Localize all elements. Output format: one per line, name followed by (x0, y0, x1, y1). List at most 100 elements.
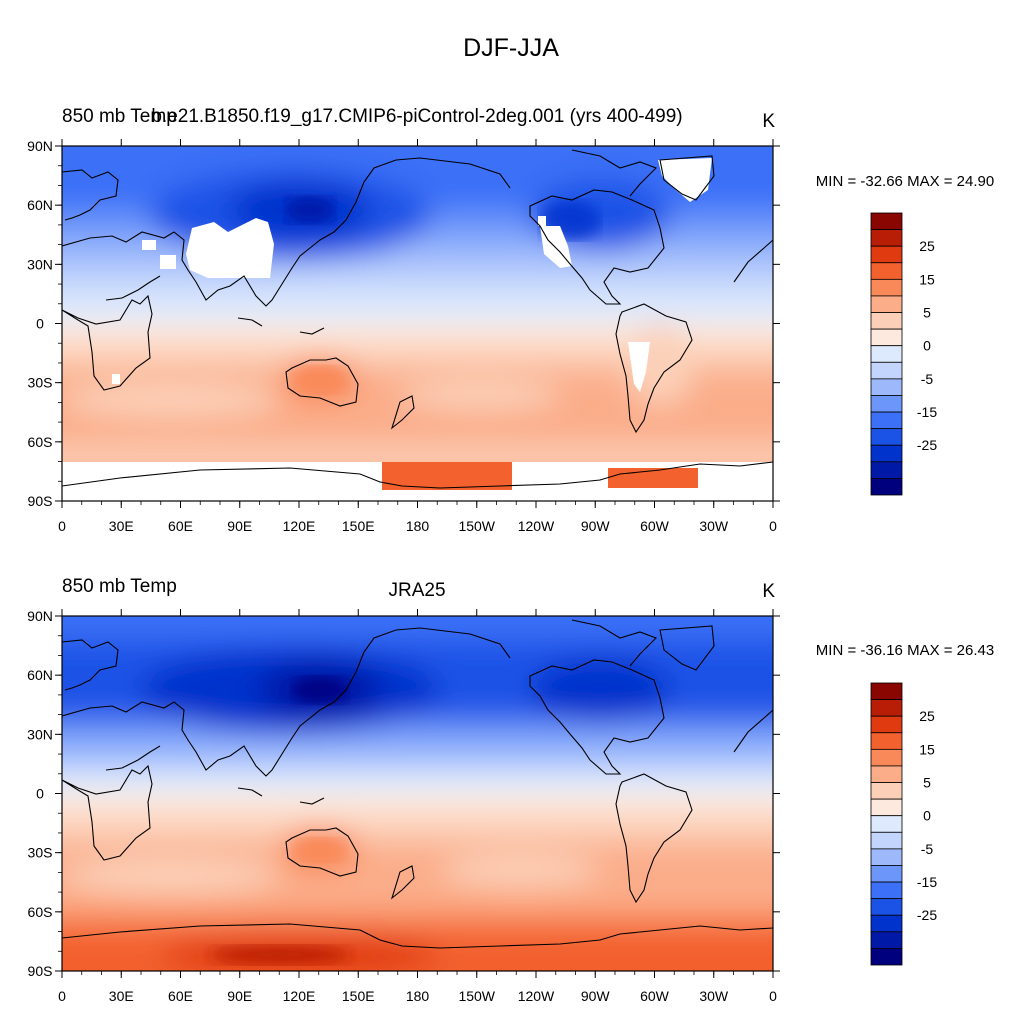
colorbar-swatch (870, 312, 903, 330)
y-tick-label: 60N (27, 667, 53, 683)
temperature-field (62, 146, 773, 501)
panel-minmax: MIN = -36.16 MAX = 26.43 (816, 642, 994, 659)
x-tick-label: 90E (227, 988, 252, 1004)
colorbar-swatch (870, 765, 903, 783)
colorbar-swatch (870, 914, 903, 933)
x-tick-label: 150E (342, 518, 375, 534)
colorbar-swatch (870, 881, 903, 900)
colorbar-swatch (870, 212, 903, 230)
colorbar-swatch (870, 295, 903, 313)
y-axis-ticks: 90N 60N 30N 0 30S 60S 90S (27, 608, 780, 979)
colorbar: 25 15 5 0 -5 -15 -25 (870, 212, 937, 496)
x-tick-label: 30W (699, 988, 729, 1004)
panel-case-title: JRA25 (388, 580, 445, 601)
colorbar-label: -5 (921, 371, 934, 387)
panel-minmax: MIN = -32.66 MAX = 24.90 (816, 173, 994, 190)
x-tick-label: 120W (518, 518, 555, 534)
colorbar-swatch (870, 444, 903, 463)
x-tick-label: 180 (406, 988, 430, 1004)
panel-units: K (762, 111, 775, 132)
colorbar-swatch (870, 461, 903, 479)
colorbar-swatch (870, 361, 903, 380)
colorbar-swatch (870, 682, 903, 700)
colorbar-swatch (870, 848, 903, 866)
colorbar-label: -25 (917, 437, 937, 453)
colorbar-label: 0 (923, 338, 931, 354)
panel-units: K (762, 581, 775, 602)
colorbar-swatch (870, 715, 903, 734)
panel-model: 850 mb Temp b.e21.B1850.f19_g17.CMIP6-pi… (27, 106, 994, 534)
x-tick-label: 30E (109, 518, 134, 534)
x-tick-label: 90W (581, 988, 611, 1004)
colorbar-label: -15 (917, 874, 937, 890)
x-tick-label: 90E (227, 518, 252, 534)
y-tick-label: 90N (27, 138, 53, 154)
x-tick-label: 0 (769, 518, 777, 534)
y-tick-label: 30S (28, 845, 53, 861)
x-tick-label: 120W (518, 988, 555, 1004)
y-tick-label: 90S (28, 963, 53, 979)
colorbar-swatch (870, 815, 903, 833)
figure-title: DJF-JJA (463, 34, 559, 62)
temperature-field (62, 616, 773, 971)
colorbar-swatch (870, 931, 903, 949)
y-tick-label: 0 (36, 316, 44, 332)
colorbar-label: 25 (919, 238, 935, 254)
colorbar-swatch (870, 328, 903, 347)
coastlines (62, 619, 773, 949)
y-axis-ticks: 90N 60N 30N 0 30S 60S 90S (27, 138, 780, 509)
y-tick-label: 60S (28, 434, 53, 450)
panel-variable-title: 850 mb Temp (62, 106, 177, 127)
colorbar-swatch (870, 798, 903, 817)
x-tick-label: 150W (458, 518, 495, 534)
y-tick-label: 30N (27, 726, 53, 742)
x-tick-label: 0 (58, 988, 66, 1004)
y-tick-label: 30S (28, 375, 53, 391)
colorbar-swatch (870, 898, 903, 916)
x-tick-label: 90W (581, 518, 611, 534)
x-tick-label: 120E (283, 988, 316, 1004)
colorbar-label: -5 (921, 841, 934, 857)
x-tick-label: 0 (58, 518, 66, 534)
colorbar-swatch (870, 378, 903, 396)
panel-reanalysis: 850 mb Temp JRA25 K MIN = -36.16 MAX = 2… (27, 576, 994, 1004)
colorbar-label: 15 (919, 741, 935, 757)
colorbar-swatch (870, 948, 903, 966)
colorbar-label: 25 (919, 708, 935, 724)
colorbar-swatch (870, 245, 903, 264)
x-tick-label: 150W (458, 988, 495, 1004)
y-tick-label: 60N (27, 197, 53, 213)
colorbar-swatch (870, 748, 903, 767)
colorbar-label: 5 (923, 305, 931, 321)
colorbar-swatch (870, 345, 903, 363)
x-tick-label: 150E (342, 988, 375, 1004)
colorbar-label: 5 (923, 775, 931, 791)
x-tick-label: 60W (640, 988, 670, 1004)
colorbar-swatch (870, 699, 903, 717)
x-axis-ticks: 0 30E 60E 90E 120E 150E 180 150W 120W 90W 60W 30W 0 (58, 609, 777, 1004)
y-tick-label: 0 (36, 786, 44, 802)
colorbar-label: 15 (919, 271, 935, 287)
x-axis-ticks: 0 30E 60E 90E 120E 150E 180 150W 120W 90W 60W 30W 0 (58, 139, 777, 534)
x-tick-label: 0 (769, 988, 777, 1004)
colorbar: 25 15 5 0 -5 -15 -25 (870, 682, 937, 966)
colorbar-label: -25 (917, 907, 937, 923)
y-tick-label: 60S (28, 904, 53, 920)
y-tick-label: 30N (27, 256, 53, 272)
colorbar-label: 0 (923, 808, 931, 824)
x-tick-label: 30W (699, 518, 729, 534)
y-tick-label: 90S (28, 493, 53, 509)
panel-case-title: b.e21.B1850.f19_g17.CMIP6-piControl-2deg… (151, 106, 682, 127)
y-tick-label: 90N (27, 608, 53, 624)
colorbar-swatch (870, 428, 903, 446)
colorbar-swatch (870, 732, 903, 750)
colorbar-swatch (870, 865, 903, 883)
x-tick-label: 60E (168, 518, 193, 534)
colorbar-swatch (870, 411, 903, 430)
x-tick-label: 30E (109, 988, 134, 1004)
x-tick-label: 60E (168, 988, 193, 1004)
panel-variable-title: 850 mb Temp (62, 576, 177, 597)
colorbar-swatch (870, 229, 903, 247)
colorbar-swatch (870, 262, 903, 280)
